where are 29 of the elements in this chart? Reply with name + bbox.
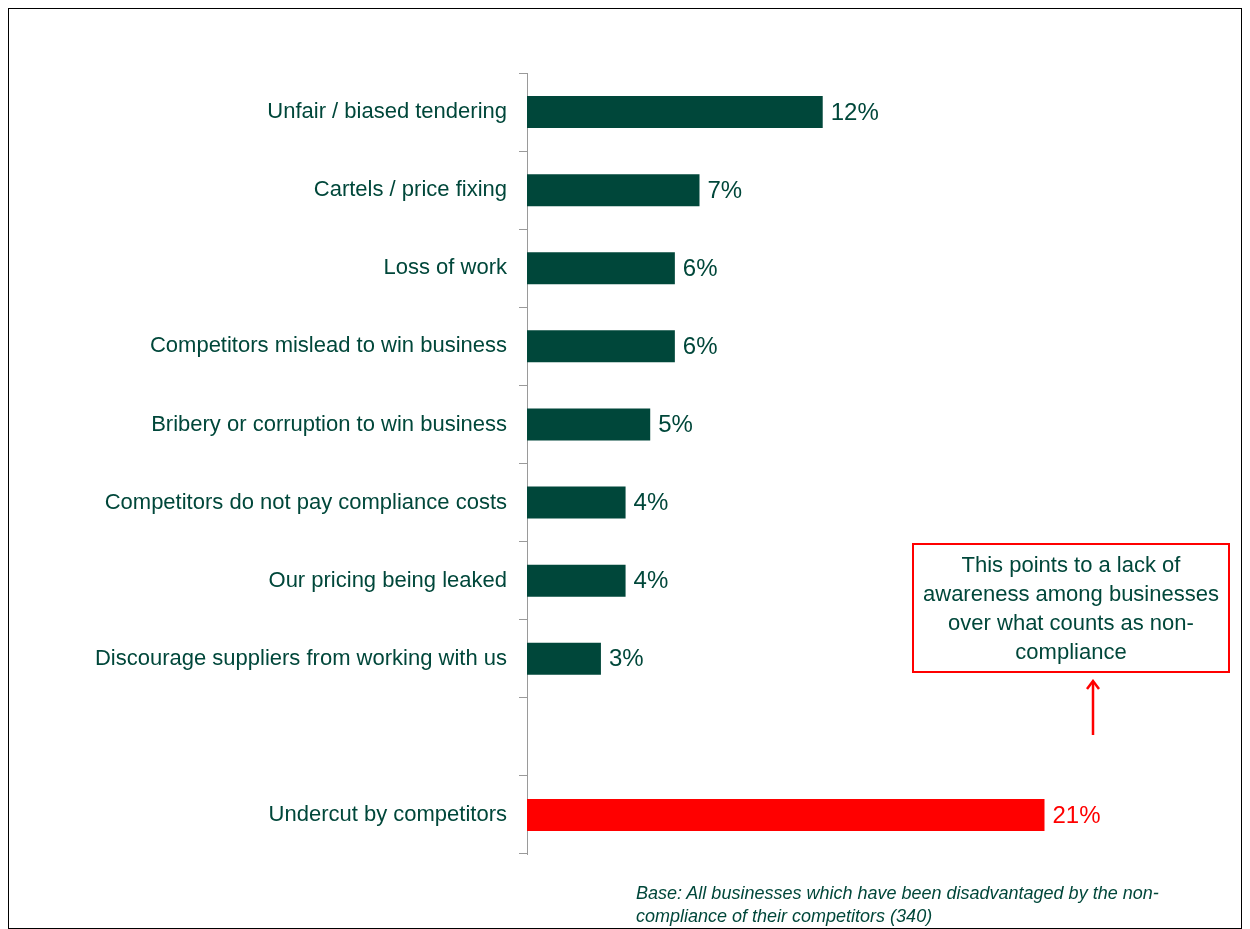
bar xyxy=(527,174,700,207)
data-label: 3% xyxy=(608,644,644,672)
y-tick-label: Cartels / price fixing xyxy=(313,176,507,202)
data-label: 5% xyxy=(658,410,693,438)
bar xyxy=(527,252,675,285)
y-tick-label: Loss of work xyxy=(383,254,508,280)
data-label: 4% xyxy=(633,566,669,594)
data-label: 4% xyxy=(633,488,669,516)
y-tick-label: Our pricing being leaked xyxy=(268,566,507,592)
y-tick-label: Discourage suppliers from working with us xyxy=(94,644,507,670)
bar xyxy=(527,642,601,675)
y-tick-label: Competitors mislead to win business xyxy=(149,332,507,358)
bar xyxy=(527,798,1045,831)
data-label: 7% xyxy=(707,175,743,203)
bar xyxy=(527,408,651,441)
annotation: This points to a lack of awareness among businesses over what counts as non-compliance xyxy=(912,543,1230,673)
data-label: 12% xyxy=(830,97,879,125)
bar xyxy=(527,96,823,129)
bar xyxy=(527,330,675,363)
data-label: 6% xyxy=(682,253,718,281)
y-tick-label: Competitors do not pay compliance costs xyxy=(104,488,507,514)
y-tick-label: Undercut by competitors xyxy=(268,801,507,827)
y-tick-label: Unfair / biased tendering xyxy=(267,98,507,124)
data-label: 21% xyxy=(1052,800,1101,828)
text: Base: All businesses which have been disadvantaged by the non-compliance of their competitors (340) xyxy=(636,882,1160,928)
bar xyxy=(527,486,626,519)
data-label: 6% xyxy=(682,331,718,359)
bar xyxy=(527,564,626,597)
y-tick-label: Bribery or corruption to win business xyxy=(151,410,507,436)
